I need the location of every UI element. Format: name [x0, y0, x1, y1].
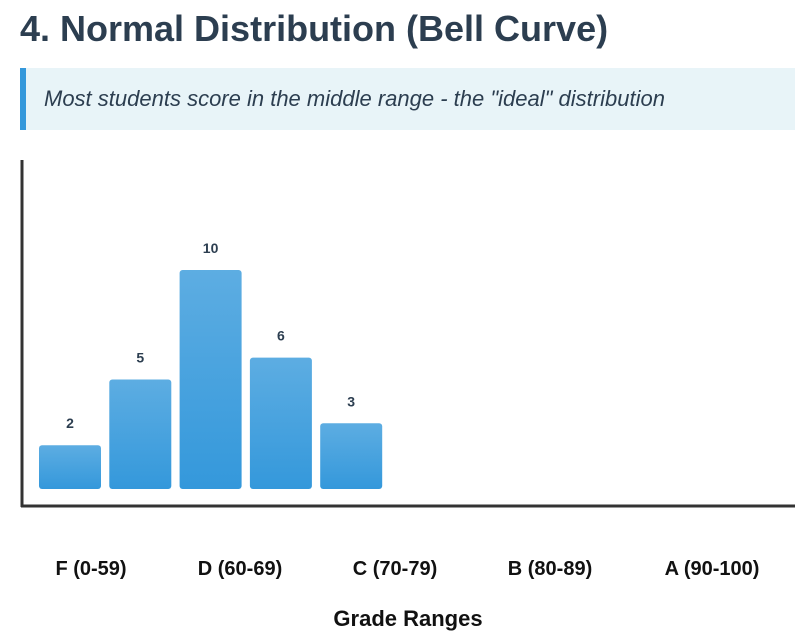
- x-axis-title: Grade Ranges: [333, 606, 482, 631]
- bar: [179, 270, 242, 489]
- bar: [320, 423, 383, 489]
- bar-chart: 2 5 10 6 3 F (0-59) D (60-69) C (70-79) B (80-8…: [20, 160, 795, 631]
- bar: [249, 357, 312, 489]
- bar-value-label: 3: [347, 393, 355, 409]
- category-labels-layer: F (0-59) D (60-69) C (70-79) B (80-89) A (90…: [55, 558, 759, 580]
- category-label: D (60-69): [198, 558, 282, 580]
- category-label: B (80-89): [508, 558, 592, 580]
- bar-value-label: 5: [136, 350, 144, 366]
- subtitle-text: Most students score in the middle range …: [44, 86, 665, 111]
- bar: [39, 445, 101, 489]
- axes-layer: [20, 160, 795, 508]
- category-label: C (70-79): [353, 558, 437, 580]
- bars-layer: [39, 270, 383, 489]
- bar: [109, 379, 172, 489]
- bar-value-label: 2: [66, 415, 74, 431]
- value-labels-layer: 2 5 10 6 3: [66, 240, 355, 431]
- category-label: A (90-100): [665, 558, 760, 580]
- category-label: F (0-59): [55, 558, 126, 580]
- bar-value-label: 6: [277, 328, 285, 344]
- bar-value-label: 10: [203, 240, 219, 256]
- page-title: 4. Normal Distribution (Bell Curve): [20, 8, 609, 49]
- subtitle-callout: Most students score in the middle range …: [20, 68, 795, 130]
